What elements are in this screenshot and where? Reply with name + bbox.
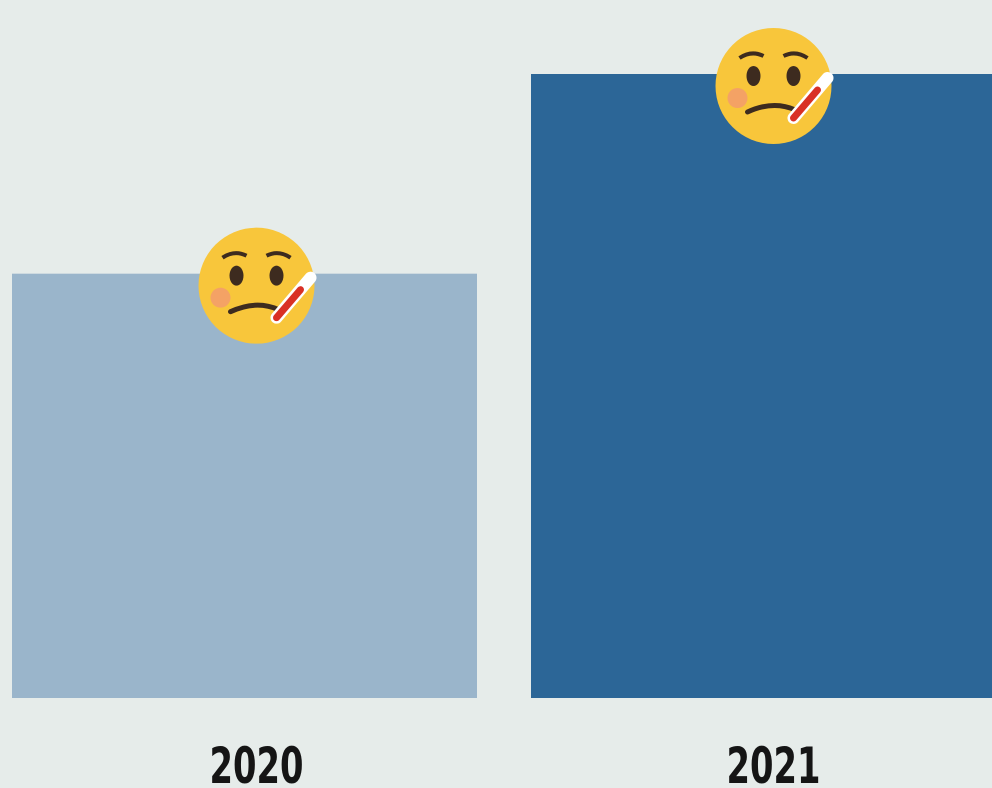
emoji-eye bbox=[269, 265, 284, 286]
bar bbox=[12, 273, 477, 698]
emoji-icon bbox=[715, 28, 834, 144]
x-tick-label: 2021 bbox=[727, 737, 821, 788]
emoji-brow bbox=[221, 251, 248, 260]
emoji-mouth bbox=[745, 103, 798, 115]
emoji-mouth bbox=[228, 302, 281, 315]
x-tick-label: 2020 bbox=[210, 737, 304, 788]
emoji-cheek bbox=[210, 287, 231, 308]
emoji-eye bbox=[746, 66, 761, 86]
emoji-eye bbox=[229, 265, 244, 286]
emoji-brow bbox=[265, 251, 292, 260]
emoji-thermometer bbox=[273, 286, 304, 322]
bar bbox=[531, 74, 992, 698]
emoji-eye bbox=[786, 66, 801, 86]
emoji-cheek bbox=[727, 88, 748, 108]
emoji-icon bbox=[198, 227, 317, 344]
emoji-thermometer bbox=[790, 86, 821, 122]
emoji-brow bbox=[738, 51, 765, 60]
emoji-brow bbox=[782, 51, 809, 60]
